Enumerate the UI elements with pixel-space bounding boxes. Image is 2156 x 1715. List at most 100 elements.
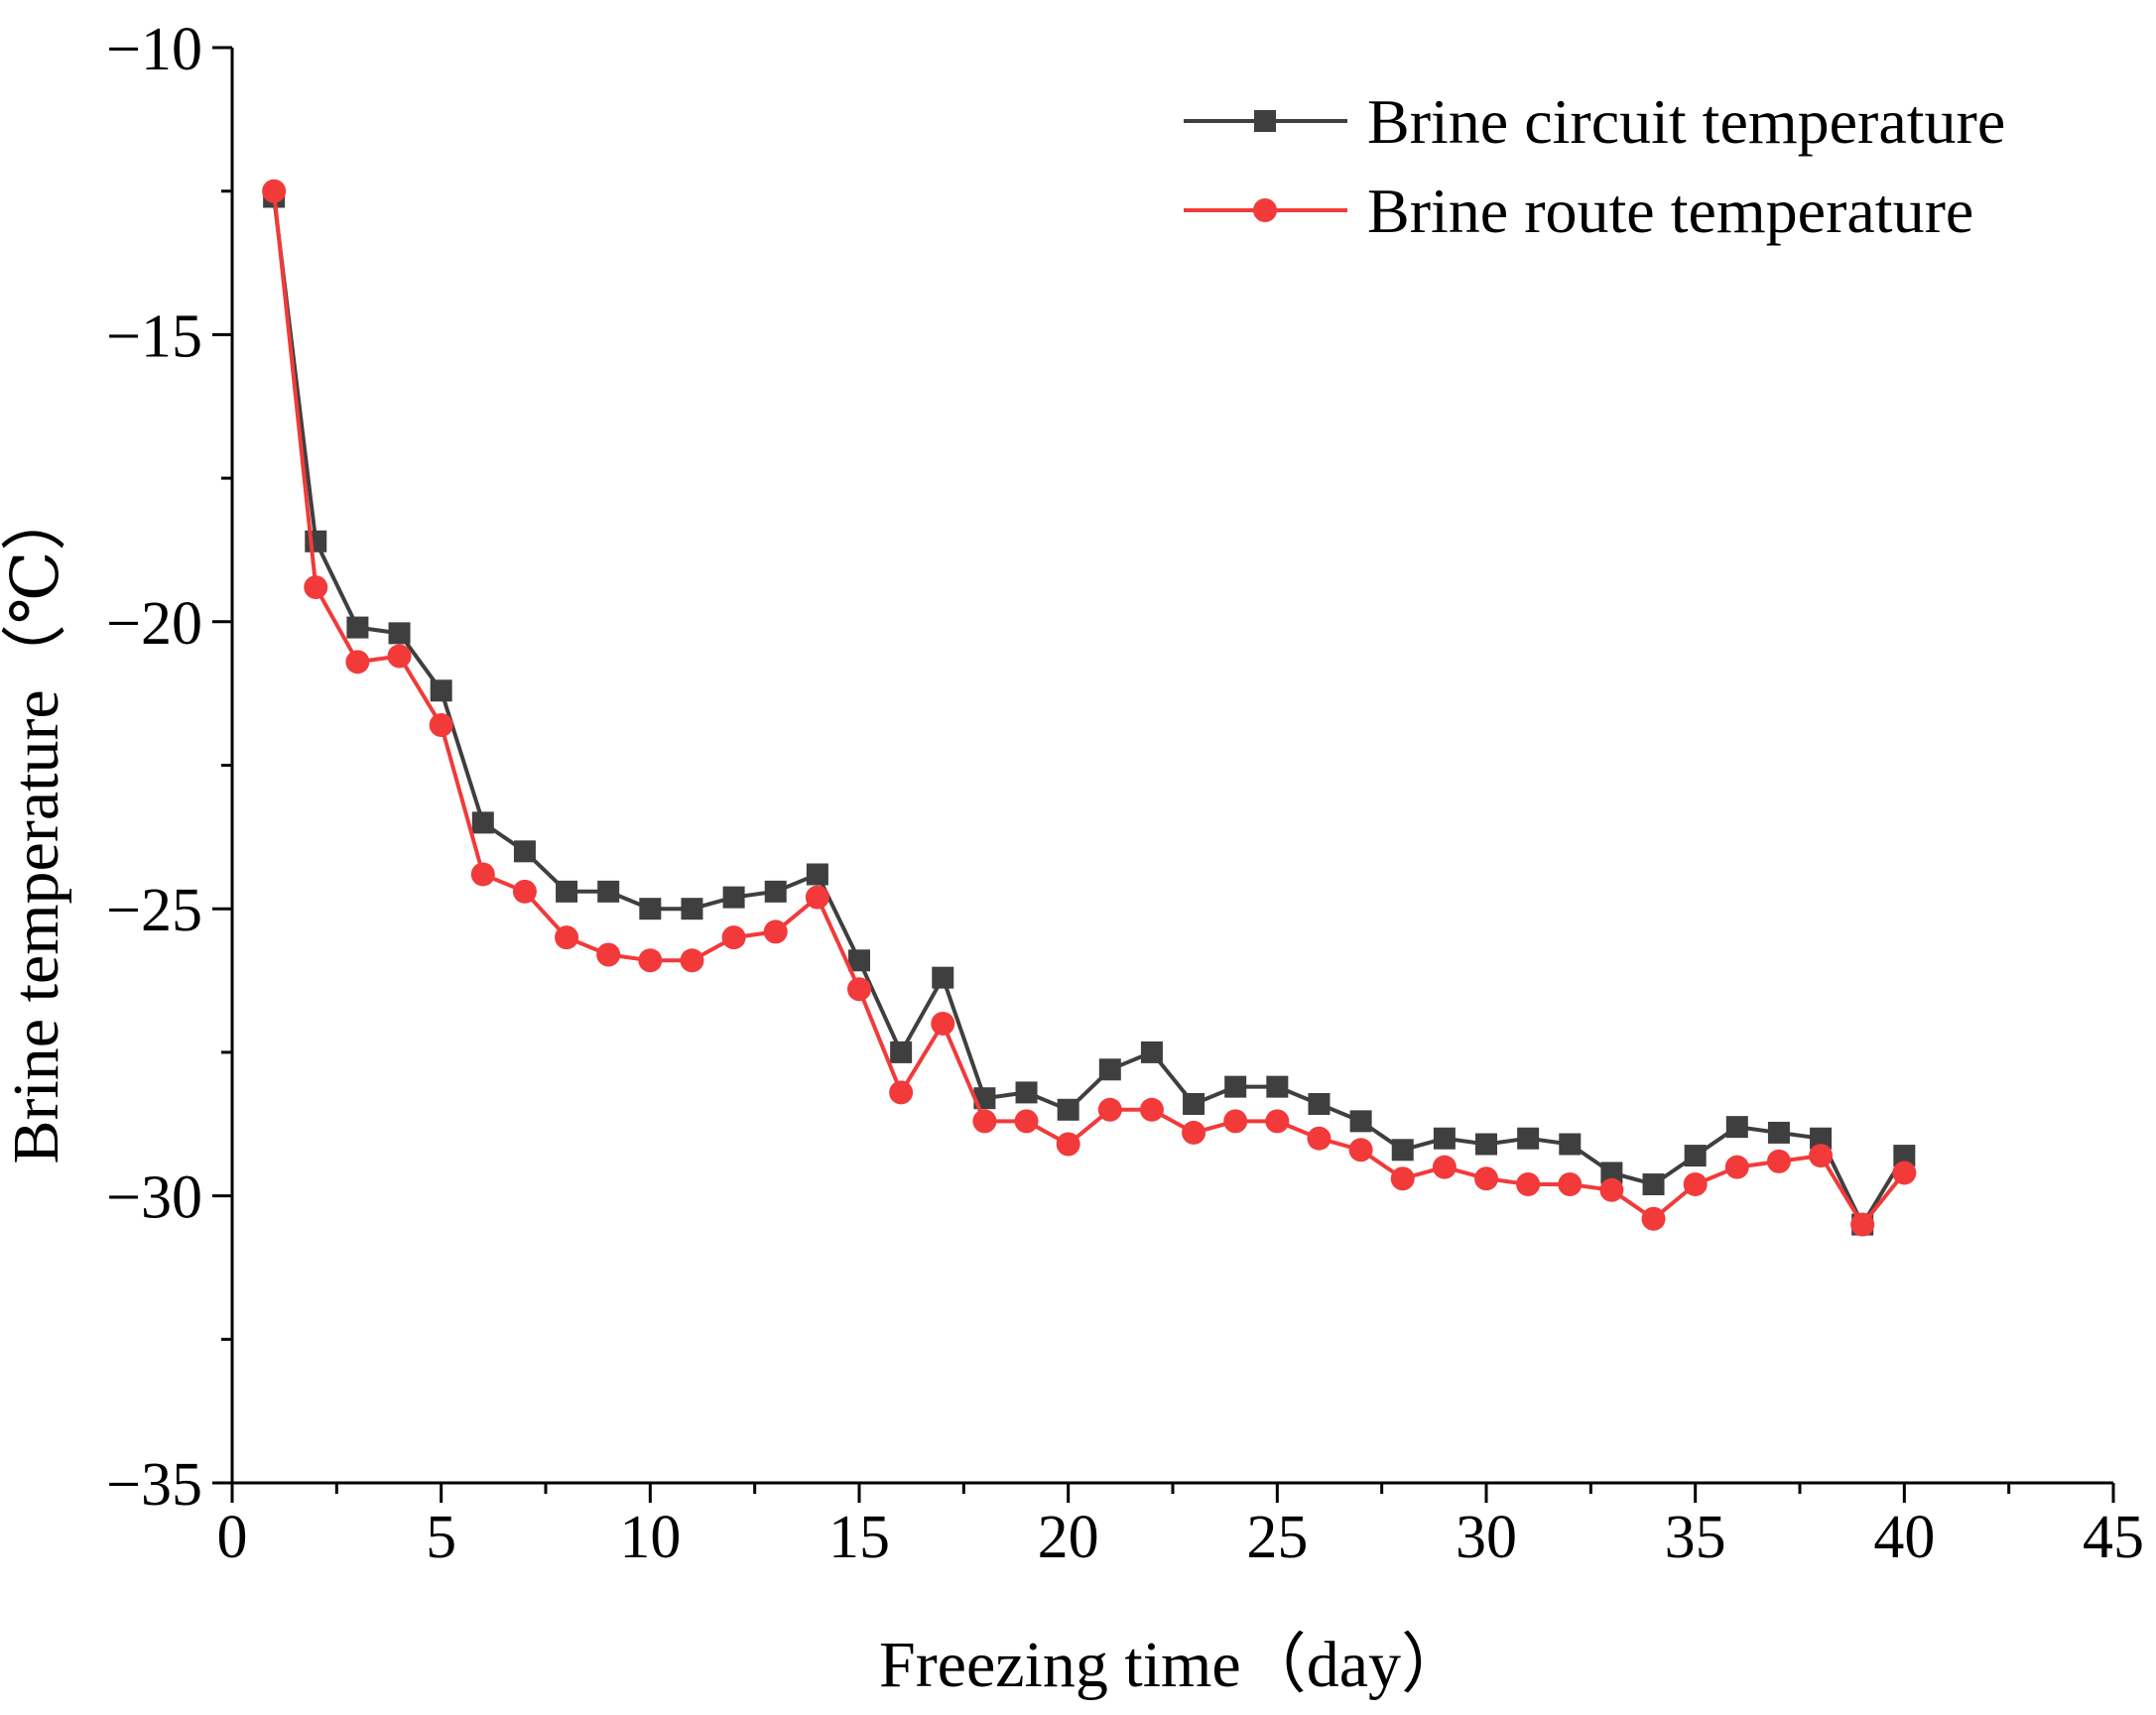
data-point: [889, 1080, 914, 1105]
data-point: [1014, 1109, 1039, 1134]
data-point: [1308, 1092, 1331, 1115]
data-point: [1097, 1097, 1122, 1122]
data-point: [805, 885, 829, 910]
series-2: [262, 179, 1917, 1237]
legend-label: Brine route temperature: [1367, 176, 1973, 246]
data-point: [387, 644, 412, 669]
x-tick-label: 5: [426, 1504, 456, 1571]
data-point: [764, 880, 787, 903]
legend: Brine circuit temperature Brine route tem…: [1184, 86, 2005, 246]
data-point: [1266, 1075, 1289, 1098]
data-point: [305, 530, 327, 552]
data-point: [262, 179, 287, 203]
data-point: [848, 949, 870, 972]
x-tick-label: 30: [1456, 1504, 1517, 1571]
data-point: [1600, 1162, 1623, 1184]
x-tick-label: 25: [1246, 1504, 1308, 1571]
data-point: [1349, 1110, 1372, 1133]
axes: 0 5 10 15 20 25 30 35 40 45 −10 −15 −20 −25 −30 −35: [106, 16, 2144, 1571]
data-point: [1810, 1127, 1833, 1150]
data-point: [638, 948, 663, 973]
data-point: [1057, 1098, 1079, 1121]
data-point: [512, 879, 537, 904]
data-point: [972, 1109, 997, 1134]
data-point: [680, 948, 704, 973]
legend-item: Brine circuit temperature: [1184, 86, 2005, 157]
legend-marker: [1254, 110, 1276, 132]
data-point: [430, 679, 452, 702]
data-point: [1559, 1133, 1582, 1156]
data-point: [597, 880, 620, 903]
legend-item: Brine route temperature: [1184, 176, 1973, 246]
data-point: [1183, 1092, 1205, 1115]
legend-label: Brine circuit temperature: [1367, 86, 2005, 157]
data-point: [1098, 1058, 1121, 1081]
y-tick-label: −20: [106, 590, 202, 658]
data-point: [806, 863, 828, 886]
data-point: [1517, 1127, 1540, 1150]
y-axis-ticks: −10 −15 −20 −25 −30 −35: [106, 16, 232, 1519]
data-point: [1223, 1109, 1248, 1134]
data-point: [346, 616, 369, 639]
data-point: [721, 925, 746, 950]
series-1: [263, 185, 1916, 1236]
data-point: [1850, 1212, 1875, 1237]
data-point: [1893, 1145, 1916, 1167]
data-point: [555, 925, 579, 950]
data-point: [1684, 1145, 1707, 1167]
data-point: [722, 886, 745, 909]
y-tick-label: −15: [106, 303, 202, 370]
data-point: [1516, 1172, 1541, 1197]
data-point: [470, 862, 495, 887]
data-point: [1766, 1149, 1791, 1173]
data-point: [1767, 1121, 1790, 1144]
data-point: [1391, 1139, 1414, 1162]
x-tick-label: 35: [1665, 1504, 1726, 1571]
x-tick-label: 0: [217, 1504, 248, 1571]
data-point: [1892, 1161, 1917, 1185]
data-point: [1474, 1166, 1498, 1191]
data-point: [556, 880, 578, 903]
data-point: [763, 919, 788, 944]
data-point: [429, 712, 453, 737]
data-point: [513, 840, 536, 863]
data-point: [596, 942, 621, 967]
data-point: [1725, 1116, 1748, 1139]
data-point: [1475, 1133, 1497, 1156]
data-point: [304, 575, 328, 600]
data-point: [1307, 1126, 1332, 1151]
data-point: [1433, 1127, 1456, 1150]
data-point: [1182, 1120, 1206, 1145]
data-point: [388, 622, 411, 645]
x-axis-ticks: 0 5 10 15 20 25 30 35 40 45: [217, 1483, 2144, 1571]
data-point: [931, 1011, 955, 1036]
y-axis-title: Brine temperature（℃）: [0, 485, 72, 1164]
data-point: [1724, 1155, 1749, 1179]
x-tick-label: 40: [1873, 1504, 1935, 1571]
data-point: [1390, 1166, 1415, 1191]
data-point: [1015, 1081, 1038, 1104]
x-tick-label: 10: [619, 1504, 681, 1571]
x-tick-label: 20: [1038, 1504, 1099, 1571]
data-point: [1139, 1097, 1164, 1122]
x-tick-label: 45: [2083, 1504, 2144, 1571]
data-point: [1558, 1172, 1583, 1197]
data-point: [1642, 1173, 1665, 1196]
data-point: [1265, 1109, 1290, 1134]
data-point: [1599, 1177, 1624, 1202]
data-point: [1056, 1132, 1080, 1157]
series-layer: [262, 179, 1917, 1237]
data-point: [639, 898, 662, 920]
data-point: [890, 1041, 913, 1063]
data-point: [471, 811, 494, 834]
data-point: [1683, 1172, 1708, 1197]
data-point: [681, 898, 703, 920]
data-point: [1432, 1155, 1457, 1179]
x-axis-title: Freezing time（day）: [879, 1629, 1466, 1701]
x-tick-label: 15: [828, 1504, 890, 1571]
data-point: [932, 966, 954, 989]
series-line: [272, 196, 1907, 1227]
data-point: [1140, 1041, 1163, 1063]
y-tick-label: −10: [106, 16, 202, 83]
